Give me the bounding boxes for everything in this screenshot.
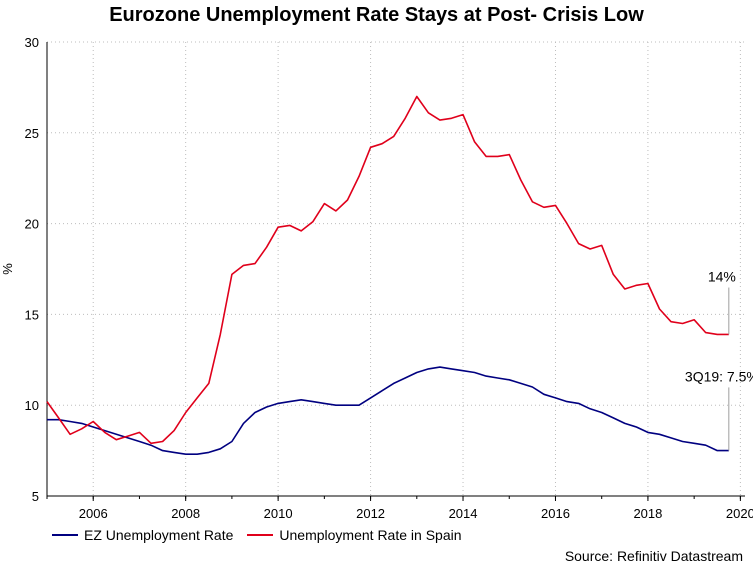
x-tick-label: 2014 [449,506,478,521]
legend-swatch-ez [52,534,78,536]
legend-label-spain: Unemployment Rate in Spain [279,527,462,543]
annotation-ez-latest: 3Q19: 7.5% [685,368,753,384]
source-note: Source: Refinitiv Datastream [564,548,743,564]
x-tick-label: 2016 [541,506,570,521]
x-tick-label: 2018 [633,506,662,521]
y-tick-label: 10 [25,398,39,413]
y-tick-label: 15 [25,307,39,322]
annotation-spain-latest: 14% [708,269,736,285]
legend: EZ Unemployment Rate Unemployment Rate i… [52,527,462,543]
y-axis-title: % [0,263,15,275]
x-tick-label: 2006 [79,506,108,521]
legend-swatch-spain [247,534,274,536]
x-tick-label: 2012 [356,506,385,521]
legend-label-ez: EZ Unemployment Rate [84,527,234,543]
legend-item-ez: EZ Unemployment Rate [52,527,233,543]
x-tick-label: 2008 [171,506,200,521]
y-tick-label: 25 [25,126,39,141]
y-tick-label: 20 [25,217,39,232]
y-tick-label: 30 [25,35,39,50]
series-line-spain-unemployment [46,95,729,445]
legend-item-spain: Unemployment Rate in Spain [247,527,462,543]
x-tick-label: 2010 [264,506,293,521]
x-tick-label: 2020 [726,506,753,521]
y-tick-label: 5 [32,489,39,504]
chart-title: Eurozone Unemployment Rate Stays at Post… [109,4,644,26]
series-line-ez-unemployment [47,366,729,456]
